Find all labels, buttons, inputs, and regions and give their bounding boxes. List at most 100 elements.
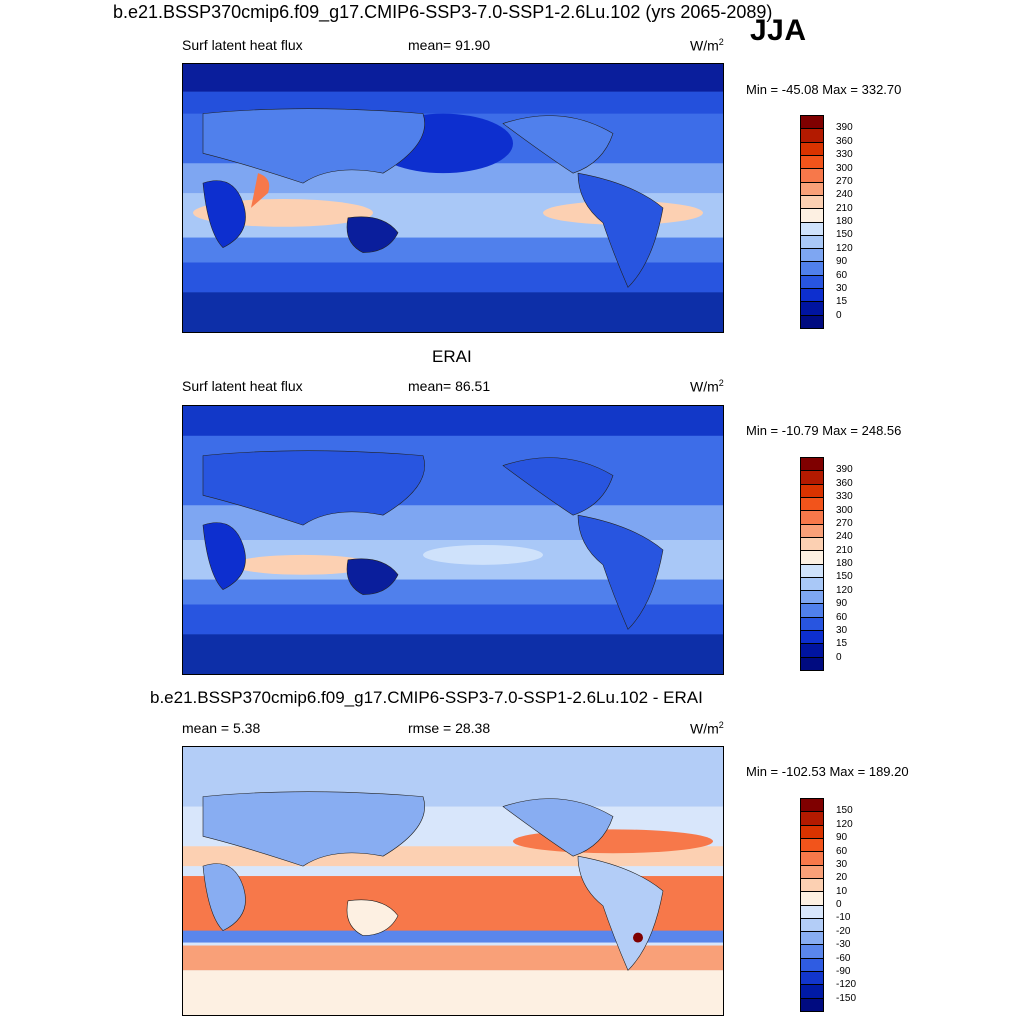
colorbar-tick-label: 0 <box>836 651 842 663</box>
colorbar-swatch <box>801 918 823 933</box>
colorbar-tick-label: 120 <box>836 242 853 254</box>
panel3-colorbar <box>800 798 824 1012</box>
panel2-map-plot <box>183 406 723 674</box>
colorbar-tick-label: 30 <box>836 624 848 636</box>
colorbar-swatch <box>801 537 823 552</box>
colorbar-tick-label: 30 <box>836 282 848 294</box>
panel2-colorbar <box>800 457 824 671</box>
colorbar-tick-label: 90 <box>836 256 848 268</box>
colorbar-tick-label: 60 <box>836 845 848 857</box>
colorbar-tick-label: 210 <box>836 202 853 214</box>
panel3-minmax: Min = -102.53 Max = 189.20 <box>746 764 909 779</box>
colorbar-swatch <box>801 644 823 658</box>
colorbar-tick-label: 180 <box>836 216 853 227</box>
colorbar-tick-label: -90 <box>836 965 851 977</box>
colorbar-swatch <box>801 155 823 170</box>
colorbar-tick-label: -10 <box>836 912 851 924</box>
colorbar-swatch <box>801 892 823 906</box>
colorbar-swatch <box>801 604 823 618</box>
colorbar-swatch <box>801 169 823 183</box>
colorbar-swatch <box>801 932 823 946</box>
colorbar-tick-label: 150 <box>836 805 853 817</box>
colorbar-tick-label: 10 <box>836 885 848 897</box>
colorbar-tick-label: 390 <box>836 464 853 476</box>
colorbar-swatch <box>801 209 823 223</box>
colorbar-swatch <box>801 129 823 143</box>
panel3-map-plot <box>183 747 723 1015</box>
colorbar-swatch <box>801 878 823 893</box>
panel2-variable-label: Surf latent heat flux <box>182 378 303 394</box>
panel2-minmax: Min = -10.79 Max = 248.56 <box>746 423 902 438</box>
colorbar-tick-label: 30 <box>836 858 848 870</box>
colorbar-tick-label: -120 <box>836 979 857 991</box>
colorbar-tick-label: 300 <box>836 162 853 174</box>
colorbar-swatch <box>801 484 823 498</box>
colorbar-swatch <box>801 262 823 276</box>
colorbar-swatch <box>801 182 823 196</box>
colorbar-tick-label: 120 <box>836 584 853 596</box>
colorbar-swatch <box>801 577 823 592</box>
colorbar-swatch <box>801 838 823 853</box>
colorbar-swatch <box>801 985 823 999</box>
colorbar-swatch <box>801 799 823 813</box>
panel3-mean-label: mean = 5.38 <box>182 720 261 736</box>
colorbar-swatch <box>801 511 823 525</box>
colorbar-swatch <box>801 302 823 316</box>
colorbar-swatch <box>801 249 823 263</box>
colorbar-tick-label: 360 <box>836 135 853 147</box>
colorbar-swatch <box>801 315 823 328</box>
panel1-map-plot <box>183 64 723 332</box>
panel2-title: ERAI <box>432 347 472 366</box>
colorbar-swatch <box>801 195 823 210</box>
colorbar-swatch <box>801 142 823 156</box>
colorbar-swatch <box>801 617 823 632</box>
colorbar-tick-label: 60 <box>836 611 848 623</box>
colorbar-tick-label: 270 <box>836 175 853 187</box>
panel3-title: b.e21.BSSP370cmip6.f09_g17.CMIP6-SSP3-7.… <box>150 688 703 707</box>
panel1-colorbar <box>800 115 824 329</box>
panel1-map <box>182 63 724 333</box>
panel2-units: W/m2 <box>690 378 724 395</box>
panel1-units: W/m2 <box>690 37 724 54</box>
colorbar-swatch <box>801 852 823 866</box>
colorbar-swatch <box>801 551 823 565</box>
colorbar-swatch <box>801 471 823 485</box>
colorbar-tick-label: 180 <box>836 558 853 569</box>
colorbar-tick-label: 15 <box>836 638 848 650</box>
panel2-mean-label: mean= 86.51 <box>408 378 491 394</box>
colorbar-tick-label: 360 <box>836 477 853 489</box>
colorbar-tick-label: 60 <box>836 269 848 281</box>
colorbar-tick-label: -20 <box>836 925 851 937</box>
colorbar-swatch <box>801 289 823 303</box>
colorbar-swatch <box>801 825 823 839</box>
colorbar-tick-label: 270 <box>836 517 853 529</box>
colorbar-swatch <box>801 235 823 250</box>
colorbar-swatch <box>801 812 823 826</box>
colorbar-tick-label: 240 <box>836 189 853 201</box>
colorbar-tick-label: 15 <box>836 296 848 308</box>
panel3-rmse-label: rmse = 28.38 <box>408 720 491 736</box>
colorbar-swatch <box>801 591 823 605</box>
colorbar-swatch <box>801 524 823 538</box>
colorbar-tick-label: -30 <box>836 939 851 951</box>
colorbar-tick-label: 210 <box>836 544 853 556</box>
panel3-map <box>182 746 724 1016</box>
panel1-minmax: Min = -45.08 Max = 332.70 <box>746 82 902 97</box>
colorbar-swatch <box>801 497 823 512</box>
colorbar-tick-label: 300 <box>836 504 853 516</box>
colorbar-tick-label: 0 <box>836 899 842 910</box>
panel1-variable-label: Surf latent heat flux <box>182 37 303 53</box>
colorbar-tick-label: 0 <box>836 309 842 321</box>
colorbar-tick-label: -150 <box>836 992 857 1004</box>
colorbar-swatch <box>801 458 823 472</box>
colorbar-swatch <box>801 958 823 973</box>
colorbar-swatch <box>801 275 823 290</box>
colorbar-tick-label: 330 <box>836 491 853 503</box>
colorbar-tick-label: 390 <box>836 122 853 134</box>
colorbar-tick-label: 150 <box>836 571 853 583</box>
colorbar-tick-label: 150 <box>836 229 853 241</box>
panel1-mean-label: mean= 91.90 <box>408 37 491 53</box>
colorbar-tick-label: 240 <box>836 531 853 543</box>
panel2-map <box>182 405 724 675</box>
colorbar-swatch <box>801 905 823 919</box>
